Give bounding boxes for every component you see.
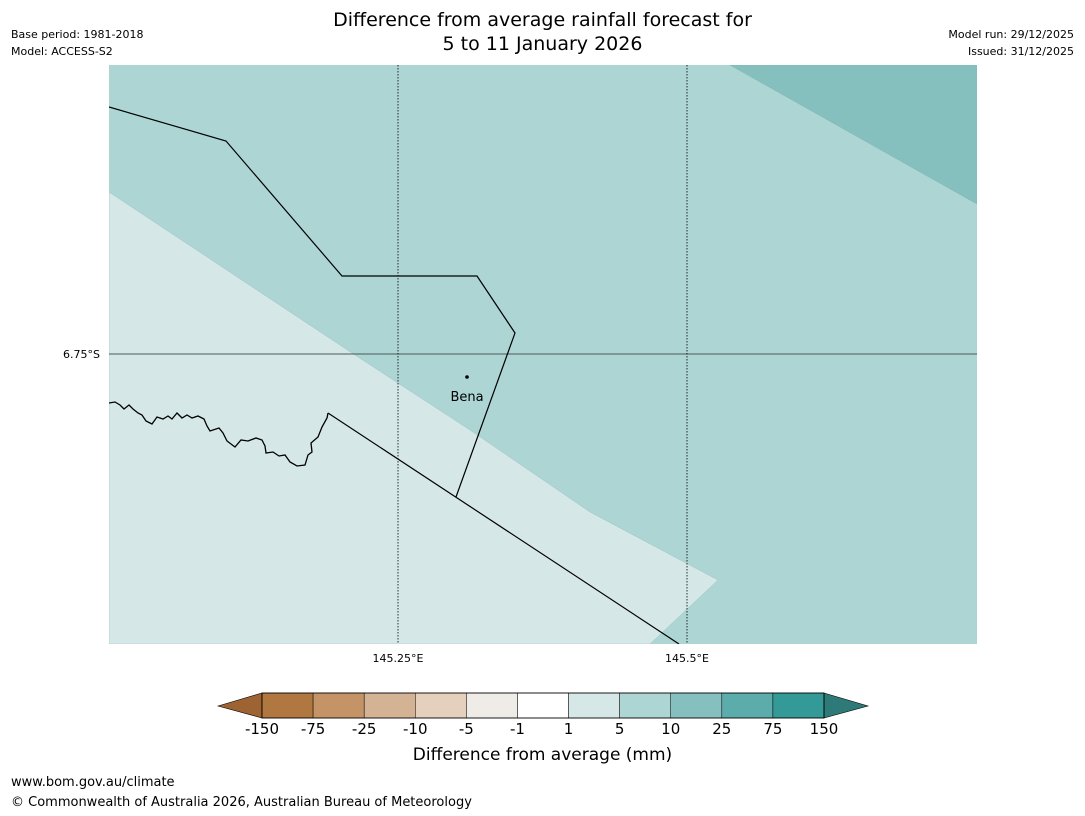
- colorbar-cell: [363, 692, 416, 719]
- colorbar-extend-low: [216, 692, 263, 719]
- province-boundary: [327, 412, 680, 644]
- colorbar-cell: [312, 692, 365, 719]
- issued-label: Issued: 31/12/2025: [967, 45, 1074, 58]
- colorbar-cell: [772, 692, 825, 719]
- colorbar-cells: [261, 692, 825, 719]
- map-title-line1: Difference from average rainfall forecas…: [333, 9, 752, 31]
- colorbar-cell: [261, 692, 314, 719]
- colorbar-tick-label: 25: [712, 720, 732, 738]
- colorbar-tick-label: -1: [509, 720, 525, 738]
- colorbar-cell: [721, 692, 774, 719]
- map-area: [109, 65, 977, 644]
- river-line: [109, 401, 329, 467]
- lat-label: 6.75°S: [63, 348, 100, 361]
- map-title: Difference from average rainfall forecas…: [0, 8, 1085, 56]
- colorbar-tick-label: 1: [563, 720, 574, 738]
- colorbar: [216, 692, 870, 719]
- colorbar-cell: [517, 692, 569, 719]
- map-title-line2: 5 to 11 January 2026: [442, 33, 643, 55]
- colorbar-tick-label: 150: [809, 720, 839, 738]
- colorbar-tick-label: -150: [244, 720, 280, 738]
- meta-left: Base period: 1981-2018 Model: ACCESS-S2: [11, 26, 143, 60]
- rain-zone-1-5: [109, 191, 719, 644]
- colorbar-tick-label: -75: [300, 720, 326, 738]
- model-label: Model: ACCESS-S2: [11, 45, 113, 58]
- base-period-label: Base period: 1981-2018: [11, 28, 144, 41]
- footer-copyright: © Commonwealth of Australia 2026, Austra…: [11, 795, 472, 810]
- colorbar-cell: [415, 692, 467, 719]
- colorbar-tick-label: 5: [614, 720, 625, 738]
- colorbar-extend-high: [823, 692, 870, 719]
- colorbar-cell: [670, 692, 723, 719]
- colorbar-tick-label: -5: [458, 720, 474, 738]
- lon-label-1: 145.25°E: [373, 652, 424, 665]
- colorbar-cell: [466, 692, 518, 719]
- colorbar-tick-label: 75: [763, 720, 783, 738]
- colorbar-title: Difference from average (mm): [412, 745, 673, 765]
- model-run-label: Model run: 29/12/2025: [948, 28, 1074, 41]
- lon-label-2: 145.5°E: [665, 652, 709, 665]
- colorbar-cell: [619, 692, 671, 719]
- colorbar-cell: [568, 692, 620, 719]
- footer-url: www.bom.gov.au/climate: [11, 775, 175, 790]
- meta-right: Model run: 29/12/2025 Issued: 31/12/2025: [948, 26, 1074, 60]
- colorbar-tick-label: -10: [403, 720, 428, 738]
- district-boundary: [109, 106, 516, 498]
- colorbar-tick-label: 10: [661, 720, 681, 738]
- colorbar-frame: [261, 692, 825, 719]
- place-marker: [465, 375, 469, 379]
- rain-zone-10-25: [729, 65, 977, 205]
- place-label: Bena: [450, 390, 483, 405]
- colorbar-tick-label: -25: [351, 720, 377, 738]
